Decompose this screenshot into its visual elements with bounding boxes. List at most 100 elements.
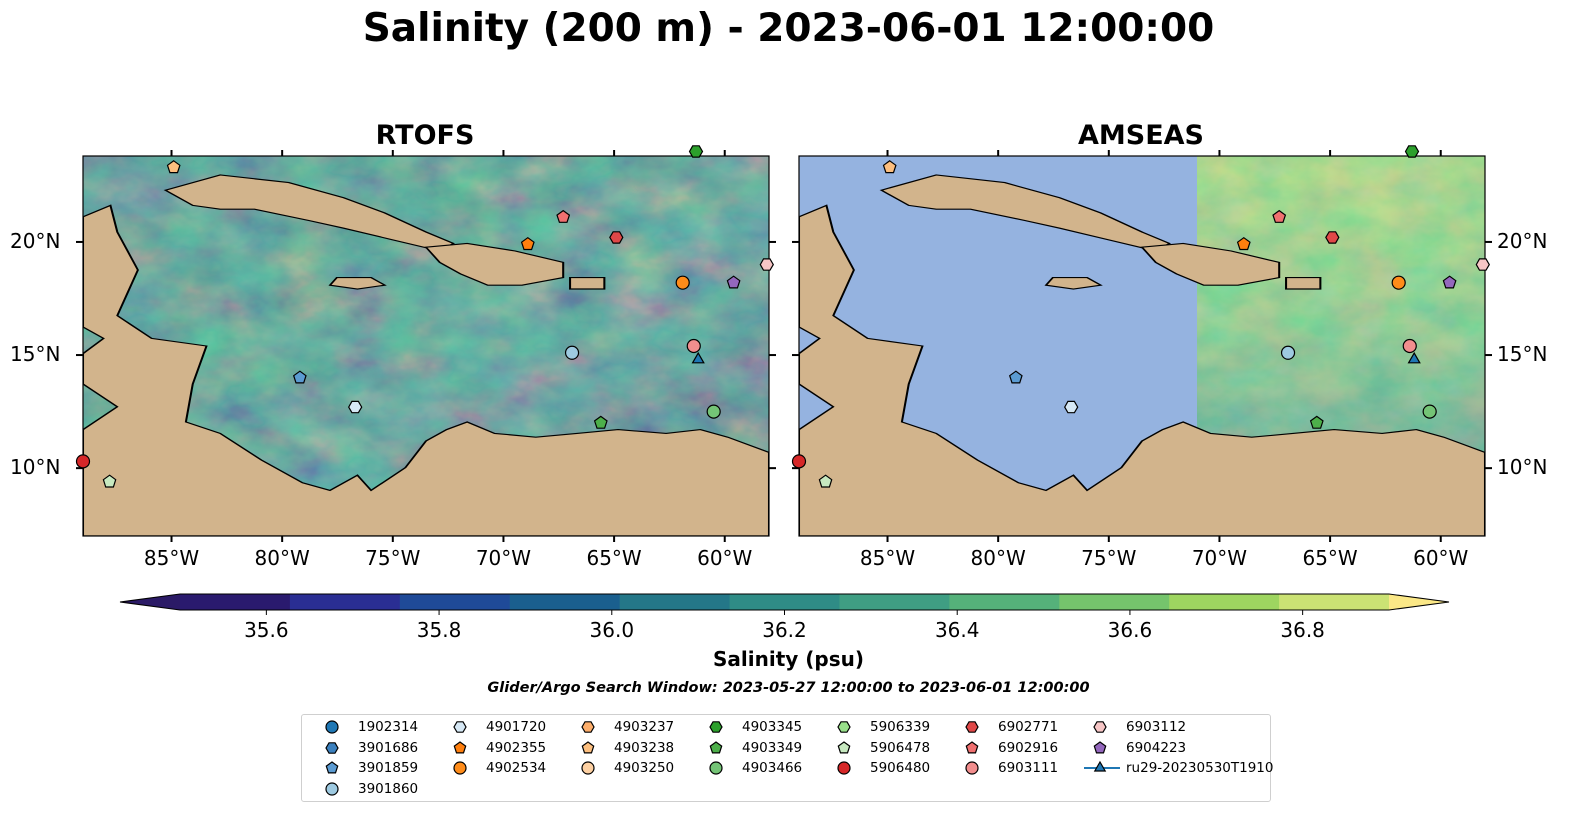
hexagon-marker-icon <box>837 721 851 733</box>
lon-tick-label: 60°W <box>1413 546 1469 570</box>
platform-marker-4903466 <box>706 404 721 419</box>
circle-marker-icon <box>453 761 467 775</box>
platform-marker-6902916 <box>556 209 571 223</box>
platform-marker-3901859 <box>1008 370 1023 384</box>
legend-label: 3901859 <box>358 760 419 776</box>
platform-marker-6903111 <box>686 338 701 354</box>
lon-tick-label: 75°W <box>1081 546 1137 570</box>
lon-tick-label: 85°W <box>859 546 916 570</box>
lon-tick-label: 80°W <box>970 546 1026 570</box>
colorbar-band <box>949 594 1060 610</box>
legend-label: 6902916 <box>998 739 1059 756</box>
platform-marker-4903238 <box>166 160 181 174</box>
lat-tick-label: 20°N <box>10 228 61 253</box>
platform-marker-3901860 <box>564 345 580 360</box>
platform-marker-ru29-20230530T1910 <box>691 351 705 364</box>
colorbar-extend-high <box>1389 594 1449 610</box>
pentagon-marker-icon <box>965 740 979 753</box>
legend-label: 3901686 <box>358 739 419 756</box>
legend-label: 4903345 <box>742 719 803 735</box>
colorbar-tick-label: 36.2 <box>762 618 807 642</box>
circle-marker-icon <box>709 761 723 775</box>
colorbar-tick-label: 36.4 <box>934 618 980 642</box>
legend-label: 5906478 <box>870 739 931 756</box>
legend-label: 6903111 <box>998 760 1059 776</box>
legend-label: 1902314 <box>358 719 419 735</box>
colorbar-tick-label: 36.0 <box>589 618 635 642</box>
hexagon-marker-icon <box>1093 721 1107 733</box>
platform-legend: 1902314 3901686 3901859 3901860 4901720 49023… <box>301 714 1273 802</box>
lat-tick-label: 10°N <box>10 455 61 480</box>
hexagon-marker-icon <box>709 721 723 733</box>
platform-marker-3901859 <box>292 370 307 384</box>
legend-label: 4903349 <box>742 739 803 756</box>
lon-tick-label: 85°W <box>143 546 200 570</box>
colorbar-band <box>1059 594 1170 610</box>
colorbar-extend-low <box>120 594 180 610</box>
legend-label: 4903250 <box>614 760 675 776</box>
lon-tick-label: 70°W <box>1191 546 1248 570</box>
legend-label: 4903237 <box>614 719 675 735</box>
colorbar-band <box>180 594 291 610</box>
colorbar-band <box>509 594 621 610</box>
platform-marker-4902355 <box>520 236 535 251</box>
pentagon-marker-icon <box>581 740 595 753</box>
legend-label: 6903112 <box>1126 719 1187 735</box>
colorbar-tick-label: 35.6 <box>244 618 289 642</box>
colorbar-tick-label: 36.6 <box>1107 618 1153 642</box>
colorbar-band <box>1169 594 1280 610</box>
platform-marker-5906478 <box>818 474 833 488</box>
legend-label: 4903466 <box>742 760 803 776</box>
platform-marker-4901720 <box>348 400 363 414</box>
panel-title-amseas: AMSEAS <box>1078 120 1204 151</box>
colorbar-label: Salinity (psu) <box>712 647 864 671</box>
hexagon-marker-icon <box>965 721 979 733</box>
lon-tick-label: 80°W <box>254 546 310 570</box>
rtofs-map <box>83 156 769 536</box>
lon-tick-label: 65°W <box>586 546 642 570</box>
pentagon-marker-icon <box>1093 740 1107 753</box>
lon-tick-label: 60°W <box>697 546 753 570</box>
colorbar-band <box>839 594 950 610</box>
platform-marker-6903112 <box>759 258 774 271</box>
legend-label: 4903238 <box>614 739 675 756</box>
pentagon-marker-icon <box>837 740 851 753</box>
colorbar-band <box>729 594 840 610</box>
figure-title: Salinity (200 m) - 2023-06-01 12:00:00 <box>362 6 1215 51</box>
circle-marker-icon <box>325 781 339 796</box>
platform-marker-6904223 <box>726 275 741 289</box>
colorbar-band <box>399 594 511 610</box>
panel-title-rtofs: RTOFS <box>375 120 475 151</box>
platform-marker-4903238 <box>882 160 897 174</box>
platform-marker-5906478 <box>102 474 117 488</box>
colorbar <box>119 593 1450 615</box>
pentagon-marker-icon <box>325 761 339 774</box>
platform-marker-4902534 <box>675 275 690 290</box>
colorbar-band <box>1279 594 1390 610</box>
platform-marker-5906480 <box>75 454 91 469</box>
platform-marker-4901720 <box>1064 400 1079 414</box>
platform-marker-6903112 <box>1475 258 1490 271</box>
amseas-map <box>799 156 1485 536</box>
legend-label: 4902355 <box>486 739 547 756</box>
map-panels <box>75 145 1492 542</box>
legend-label: 5906339 <box>870 719 931 735</box>
legend-label: 4902534 <box>486 760 547 776</box>
platform-marker-5906480 <box>791 454 807 469</box>
lon-tick-label: 70°W <box>475 546 532 570</box>
lat-tick-label: 15°N <box>10 342 61 367</box>
lon-tick-label: 75°W <box>365 546 421 570</box>
hexagon-marker-icon <box>581 721 595 733</box>
circle-marker-icon <box>965 761 979 775</box>
pentagon-marker-icon <box>453 740 467 753</box>
legend-label: 6902771 <box>998 719 1059 735</box>
platform-marker-4903349 <box>1309 415 1324 429</box>
platform-marker-4902534 <box>1391 275 1406 290</box>
platform-marker-4903349 <box>593 415 608 429</box>
search-window-text: Glider/Argo Search Window: 2023-05-27 12… <box>487 680 1090 696</box>
pentagon-marker-icon <box>709 740 723 753</box>
colorbar-tick-label: 36.8 <box>1280 618 1325 642</box>
legend-label: 5906480 <box>870 760 931 776</box>
lon-tick-label: 65°W <box>1302 546 1358 570</box>
hexagon-marker-icon <box>325 741 339 754</box>
